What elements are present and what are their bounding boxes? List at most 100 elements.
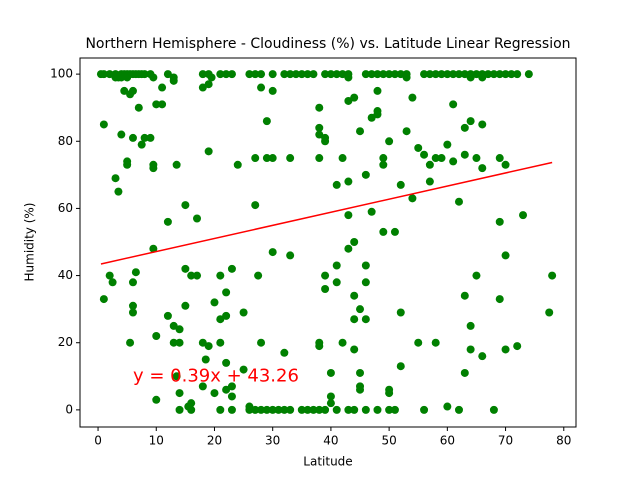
point	[344, 244, 353, 253]
point	[262, 405, 271, 414]
point	[280, 70, 289, 79]
point	[431, 154, 440, 163]
point	[396, 70, 405, 79]
point	[454, 405, 463, 414]
point	[286, 251, 295, 260]
point	[449, 157, 458, 166]
point	[373, 110, 382, 119]
y-tick-label: 20	[58, 335, 73, 349]
point	[280, 405, 289, 414]
point	[332, 261, 341, 270]
point	[495, 217, 504, 226]
point	[149, 73, 158, 82]
point	[344, 73, 353, 82]
point	[257, 70, 266, 79]
point	[204, 147, 213, 156]
plot-frame	[79, 57, 577, 428]
point	[117, 73, 126, 82]
point	[126, 338, 135, 347]
point	[338, 70, 347, 79]
point	[350, 291, 359, 300]
point	[513, 70, 522, 79]
x-tick-label: 60	[440, 434, 455, 448]
x-tick-label: 50	[381, 434, 396, 448]
point	[443, 402, 452, 411]
point	[204, 342, 213, 351]
point	[379, 154, 388, 163]
point	[454, 197, 463, 206]
point	[495, 70, 504, 79]
point	[140, 70, 149, 79]
point	[367, 113, 376, 122]
point	[390, 227, 399, 236]
point	[245, 70, 254, 79]
point	[198, 70, 207, 79]
point	[309, 70, 318, 79]
point	[361, 261, 370, 270]
point	[227, 392, 236, 401]
point	[315, 123, 324, 132]
point	[117, 130, 126, 139]
point	[460, 123, 469, 132]
point	[198, 83, 207, 92]
point	[326, 399, 335, 408]
point	[163, 311, 172, 320]
x-tick-label: 80	[556, 434, 571, 448]
point	[466, 321, 475, 330]
point	[254, 271, 263, 280]
point	[274, 405, 283, 414]
point	[193, 214, 202, 223]
point	[361, 278, 370, 287]
point	[251, 201, 260, 210]
y-tick-label: 100	[50, 67, 73, 81]
point	[385, 137, 394, 146]
point	[268, 86, 277, 95]
point	[356, 305, 365, 314]
point	[123, 160, 132, 169]
point	[332, 70, 341, 79]
y-axis-label: Humidity (%)	[23, 203, 37, 282]
point	[201, 355, 210, 364]
point	[128, 308, 137, 317]
point	[460, 150, 469, 159]
y-tick-label: 0	[65, 402, 73, 416]
point	[344, 177, 353, 186]
point	[268, 70, 277, 79]
point	[187, 271, 196, 280]
point	[286, 70, 295, 79]
point	[268, 154, 277, 163]
point	[169, 338, 178, 347]
point	[519, 211, 528, 220]
point	[344, 405, 353, 414]
point	[227, 264, 236, 273]
point	[513, 342, 522, 351]
point	[128, 278, 137, 287]
point	[338, 338, 347, 347]
point	[321, 285, 330, 294]
point	[204, 80, 213, 89]
point	[251, 70, 260, 79]
point	[163, 70, 172, 79]
point	[187, 405, 196, 414]
point	[414, 143, 423, 152]
point	[443, 70, 452, 79]
point	[297, 405, 306, 414]
point	[193, 271, 202, 280]
point	[373, 405, 382, 414]
point	[402, 73, 411, 82]
point	[172, 160, 181, 169]
point	[420, 70, 429, 79]
point	[507, 70, 516, 79]
point	[420, 150, 429, 159]
point	[361, 170, 370, 179]
point	[123, 73, 132, 82]
point	[227, 70, 236, 79]
point	[216, 271, 225, 280]
point	[350, 315, 359, 324]
point	[466, 73, 475, 82]
point	[396, 308, 405, 317]
point	[361, 405, 370, 414]
point	[111, 174, 120, 183]
point	[478, 120, 487, 129]
point	[356, 382, 365, 391]
